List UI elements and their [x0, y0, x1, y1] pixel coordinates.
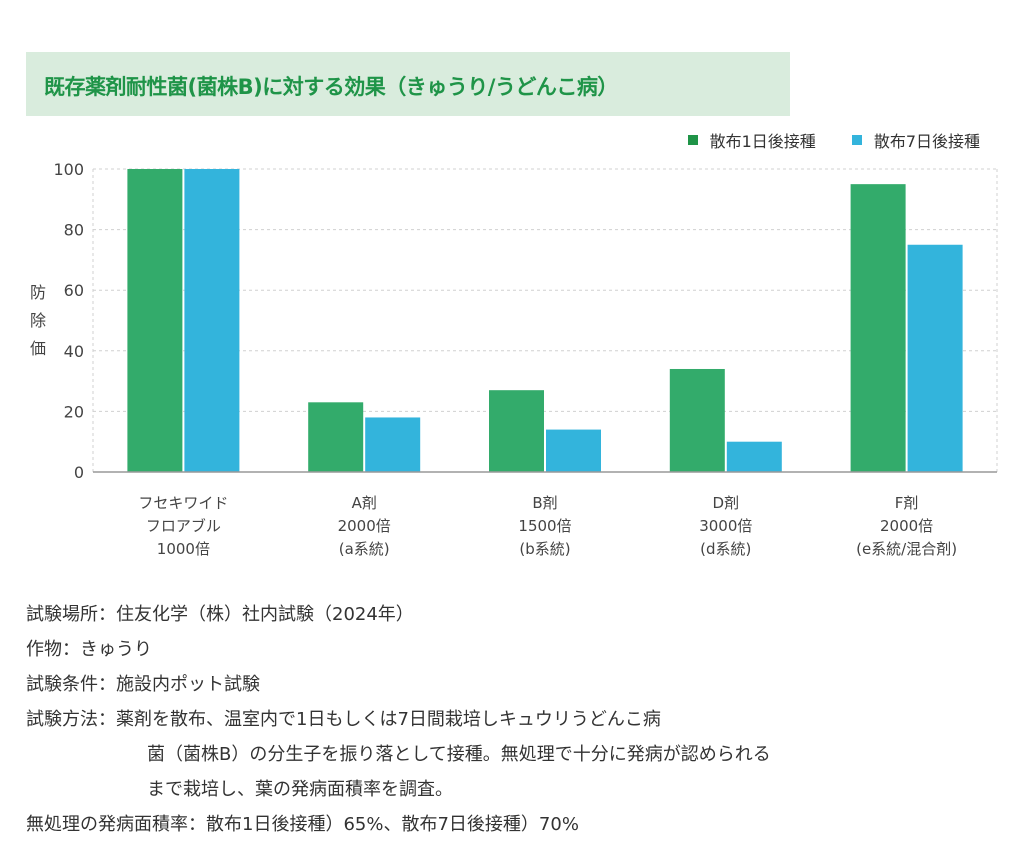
bar-1day [489, 390, 544, 472]
bar-7day [184, 169, 240, 472]
note-untreated: 無処理の発病面積率：散布1日後接種）65%、散布7日後接種）70% [26, 814, 579, 835]
y-tick-label: 40 [64, 342, 84, 361]
y-tick-label: 20 [64, 402, 84, 421]
legend-item-7day: 散布7日後接種 [851, 128, 980, 152]
note-method-cont: まで栽培し、葉の発病面積率を調査。 [147, 779, 453, 800]
note-method: 試験方法： 薬剤を散布、温室内で1日もしくは7日間栽培しキュウリうどんこ病 [26, 709, 661, 730]
x-tick-label: A剤 [352, 494, 377, 512]
x-tick-label: D剤 [713, 494, 740, 512]
bar-7day [726, 441, 782, 472]
x-tick-label: (b系統) [519, 540, 570, 558]
x-tick-label: フセキワイド [138, 494, 228, 512]
legend-label: 散布1日後接種 [709, 132, 816, 151]
x-tick-label: (d系統) [700, 540, 751, 558]
note-crop: 作物： きゅうり [26, 639, 152, 660]
bar-7day [907, 244, 963, 472]
x-tick-label: (e系統/混合剤) [856, 540, 957, 558]
chart-title: 既存薬剤耐性菌(菌株B)に対する効果（きゅうり/うどんこ病） [44, 75, 618, 99]
x-tick-label: 1500倍 [518, 517, 571, 535]
y-tick-label: 80 [64, 221, 84, 240]
legend-swatch [851, 135, 862, 145]
y-axis-label: 防除価 [27, 284, 46, 368]
test-notes: 試験場所： 住友化学（株）社内試験（2024年） 作物： きゅうり 試験条件： 施設内… [26, 597, 771, 842]
x-tick-label: フロアブル [146, 517, 221, 535]
x-tick-label: B剤 [532, 494, 557, 512]
bar-1day [127, 169, 183, 472]
x-tick-label: 2000倍 [880, 517, 933, 535]
x-tick-label: F剤 [895, 494, 919, 512]
y-tick-label: 60 [64, 281, 84, 300]
y-tick-label: 100 [53, 160, 84, 179]
x-tick-label: 3000倍 [699, 517, 752, 535]
x-tick-label: 2000倍 [338, 517, 391, 535]
legend: 散布1日後接種 散布7日後接種 [687, 128, 980, 152]
x-tick-label: 1000倍 [157, 540, 210, 558]
legend-item-1day: 散布1日後接種 [687, 128, 816, 152]
bar-1day [669, 368, 725, 472]
legend-swatch [687, 135, 698, 145]
note-location: 試験場所： 住友化学（株）社内試験（2024年） [26, 604, 414, 625]
legend-label: 散布7日後接種 [873, 132, 980, 151]
note-conditions: 試験条件： 施設内ポット試験 [26, 674, 260, 695]
x-tick-label: (a系統) [339, 540, 390, 558]
bar-7day [365, 417, 421, 472]
bar-1day [308, 402, 364, 472]
bar-7day [546, 429, 601, 472]
bar-1day [850, 184, 906, 472]
chart-title-banner: 既存薬剤耐性菌(菌株B)に対する効果（きゅうり/うどんこ病） [26, 52, 790, 116]
note-method-cont: 菌（菌株B）の分生子を振り落として接種。無処理で十分に発病が認められる [147, 744, 771, 765]
y-tick-label: 0 [74, 463, 84, 482]
